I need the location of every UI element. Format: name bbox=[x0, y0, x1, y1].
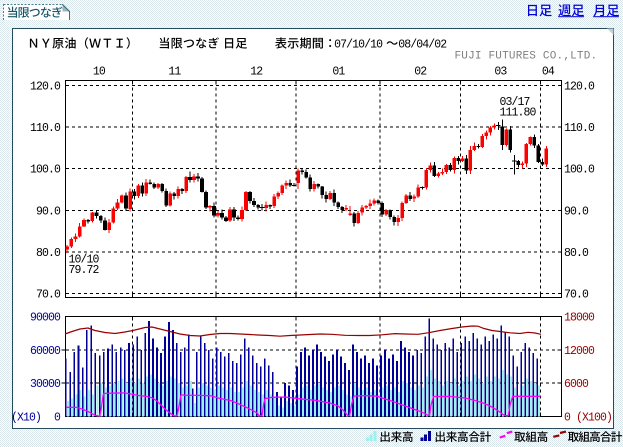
svg-text:90.0: 90.0 bbox=[564, 205, 589, 218]
svg-text:79.72: 79.72 bbox=[69, 264, 100, 277]
svg-text:111.80: 111.80 bbox=[500, 106, 537, 119]
svg-text:12: 12 bbox=[250, 66, 263, 79]
svg-text:03: 03 bbox=[494, 66, 507, 79]
svg-text:03/17: 03/17 bbox=[500, 96, 530, 109]
svg-text:90.0: 90.0 bbox=[36, 205, 61, 218]
svg-text:6000: 6000 bbox=[564, 378, 589, 391]
svg-text:04: 04 bbox=[542, 66, 555, 79]
svg-text:120.0: 120.0 bbox=[30, 81, 61, 94]
svg-text:90000: 90000 bbox=[30, 312, 61, 325]
svg-text:12000: 12000 bbox=[564, 345, 595, 358]
svg-text:08/04/02: 08/04/02 bbox=[398, 39, 447, 52]
svg-text:60000: 60000 bbox=[30, 345, 61, 358]
svg-text:110.0: 110.0 bbox=[30, 122, 61, 135]
svg-text:11: 11 bbox=[168, 66, 181, 79]
svg-text:(X10): (X10) bbox=[11, 412, 41, 425]
svg-text:100.0: 100.0 bbox=[564, 164, 595, 177]
svg-text:100.0: 100.0 bbox=[30, 164, 61, 177]
svg-text:02: 02 bbox=[414, 66, 427, 79]
svg-text:10: 10 bbox=[93, 66, 106, 79]
svg-text:0: 0 bbox=[54, 412, 61, 425]
svg-text:18000: 18000 bbox=[564, 312, 595, 325]
svg-text:30000: 30000 bbox=[30, 378, 61, 391]
svg-text:110.0: 110.0 bbox=[564, 122, 595, 135]
svg-text:80.0: 80.0 bbox=[564, 247, 589, 260]
svg-text:01: 01 bbox=[332, 66, 345, 79]
svg-text:FUJI FUTURES CO.,LTD.: FUJI FUTURES CO.,LTD. bbox=[455, 51, 598, 63]
svg-text:0 (X100): 0 (X100) bbox=[564, 412, 612, 425]
svg-text:120.0: 120.0 bbox=[564, 81, 595, 94]
svg-text:70.0: 70.0 bbox=[564, 289, 589, 302]
svg-text:07/10/10: 07/10/10 bbox=[334, 39, 383, 52]
svg-text:80.0: 80.0 bbox=[36, 247, 61, 260]
svg-text:10/10: 10/10 bbox=[69, 254, 100, 267]
svg-text:70.0: 70.0 bbox=[36, 289, 61, 302]
